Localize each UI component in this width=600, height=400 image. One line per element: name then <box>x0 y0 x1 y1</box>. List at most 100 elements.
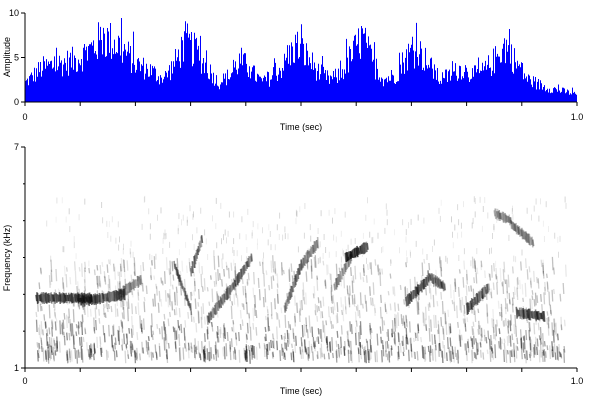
spectrogram-noise-stroke <box>40 268 43 275</box>
spectrogram-syllable-stroke <box>493 210 496 217</box>
spectrogram-syllable-stroke <box>197 245 200 253</box>
spectrogram-syllable-stroke <box>198 242 201 251</box>
spectrogram-noise-stroke <box>457 321 459 328</box>
spectrogram-noise-stroke <box>405 262 408 268</box>
spectrogram-noise-stroke <box>217 336 220 343</box>
spectrogram-noise-stroke <box>202 303 205 315</box>
spectrogram-syllable-stroke <box>55 292 58 304</box>
spectrogram-syllable-stroke <box>188 301 191 309</box>
spectrogram-noise-stroke <box>564 264 567 277</box>
spectrogram-noise-stroke <box>363 351 366 363</box>
spectrogram-noise-stroke <box>406 337 409 345</box>
spectrogram-syllable-stroke <box>315 240 318 250</box>
spectrogram-syllable-stroke <box>495 208 498 220</box>
spectrogram-noise-stroke <box>346 335 349 342</box>
spectrogram-noise-stroke <box>235 337 238 346</box>
spectrogram-noise-stroke <box>121 338 124 346</box>
spectrogram-noise-stroke <box>540 294 542 302</box>
spectrogram-syllable-stroke <box>309 248 312 257</box>
spectrogram-noise-stroke <box>462 310 465 317</box>
spectrogram-x-tick-label-end: 1.0 <box>571 376 584 386</box>
spectrogram-noise-stroke <box>298 310 301 323</box>
spectrogram-noise-stroke <box>246 349 249 362</box>
spectrogram-noise-stroke <box>255 346 258 360</box>
spectrogram-noise-stroke <box>541 351 544 362</box>
spectrogram-noise-stroke <box>200 273 203 288</box>
spectrogram-noise-stroke <box>50 259 53 273</box>
spectrogram-syllable-stroke <box>466 302 469 315</box>
spectrogram-syllable-stroke <box>517 309 520 317</box>
spectrogram-syllable-stroke <box>96 293 99 304</box>
spectrogram-noise-stroke <box>323 353 326 360</box>
spectrogram-syllable-stroke <box>348 251 351 260</box>
spectrogram-noise-stroke <box>558 343 561 354</box>
spectrogram-noise-stroke <box>368 349 371 361</box>
spectrogram-noise-stroke <box>324 280 327 287</box>
spectrogram-noise-stroke <box>529 336 532 351</box>
spectrogram-syllable-stroke <box>411 290 415 300</box>
spectrogram-noise-stroke <box>515 345 518 359</box>
spectrogram-y-ticks <box>21 146 25 369</box>
spectrogram-noise-stroke <box>560 324 563 331</box>
spectrogram-noise-stroke <box>335 315 338 324</box>
spectrogram-noise-stroke <box>173 309 176 316</box>
spectrogram-noise-stroke <box>158 328 161 335</box>
spectrogram-noise-stroke <box>114 342 116 350</box>
spectrogram-syllable-stroke <box>84 297 87 305</box>
spectrogram-syllable-stroke <box>74 293 77 303</box>
spectrogram-noise-stroke <box>104 312 107 318</box>
spectrogram-syllable-stroke <box>505 214 508 223</box>
spectrogram-syllable-stroke <box>77 293 81 303</box>
spectrogram-syllable-stroke <box>518 309 521 317</box>
spectrogram-noise-stroke <box>357 349 360 363</box>
spectrogram-syllable-stroke <box>120 289 123 301</box>
spectrogram-noise-stroke <box>236 294 239 306</box>
spectrogram-noise-stroke <box>424 318 427 325</box>
spectrogram-syllable-stroke <box>339 271 343 280</box>
spectrogram-noise-stroke <box>114 337 117 346</box>
spectrogram-syllable-stroke <box>110 291 113 302</box>
spectrogram-noise-stroke <box>190 291 192 301</box>
spectrogram-noise-stroke <box>447 348 450 353</box>
spectrogram-noise-stroke <box>423 258 426 264</box>
spectrogram-noise-stroke <box>191 347 194 353</box>
spectrogram-noise-stroke <box>483 329 486 337</box>
spectrogram-noise-stroke <box>251 345 254 358</box>
spectrogram-noise-stroke <box>295 335 297 346</box>
spectrogram-noise-stroke <box>107 351 110 358</box>
spectrogram-noise-stroke <box>520 261 522 271</box>
spectrogram-noise-stroke <box>116 308 119 317</box>
spectrogram-noise-stroke <box>77 321 80 329</box>
spectrogram-noise-stroke <box>459 336 462 347</box>
spectrogram-noise-stroke <box>65 314 68 329</box>
spectrogram-noise-stroke <box>169 288 172 303</box>
spectrogram-noise-stroke <box>387 344 390 358</box>
spectrogram-syllable-stroke <box>100 293 103 304</box>
spectrogram-noise-stroke <box>96 283 99 289</box>
spectrogram-noise-stroke <box>457 286 460 297</box>
spectrogram-noise-stroke <box>264 344 267 350</box>
spectrogram-noise-stroke <box>373 304 376 316</box>
spectrogram-noise-stroke <box>231 327 234 332</box>
spectrogram-noise-stroke <box>537 322 540 331</box>
spectrogram-noise-stroke <box>563 346 566 353</box>
spectrogram-syllable-stroke <box>42 291 46 305</box>
spectrogram-noise-stroke <box>233 294 236 305</box>
spectrogram-noise-stroke <box>164 340 167 353</box>
spectrogram-syllable-stroke <box>500 212 504 221</box>
spectrogram-syllable-stroke <box>409 294 412 301</box>
spectrogram-syllable-stroke <box>57 294 60 302</box>
spectrogram-syllable-stroke <box>228 287 231 295</box>
spectrogram-syllable-stroke <box>213 307 216 315</box>
spectrogram-noise-stroke <box>304 339 306 353</box>
spectrogram-noise-stroke <box>145 340 148 349</box>
spectrogram-noise-stroke <box>443 344 446 359</box>
spectrogram-noise-stroke <box>81 315 84 325</box>
spectrogram-noise-stroke <box>367 349 369 361</box>
spectrogram-noise-stroke <box>325 338 328 344</box>
spectrogram-noise-stroke <box>409 338 412 344</box>
spectrogram-noise-stroke <box>394 302 396 312</box>
spectrogram-noise-stroke <box>168 292 171 300</box>
spectrogram-noise-stroke <box>560 353 563 359</box>
spectrogram-syllable-stroke <box>223 293 227 300</box>
